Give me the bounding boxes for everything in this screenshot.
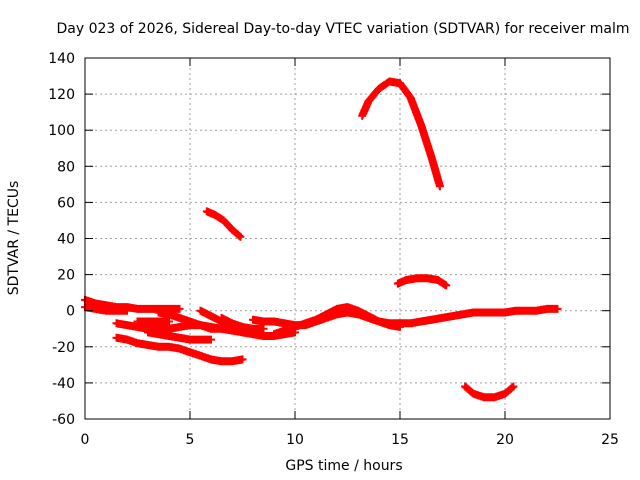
series-s5 (144, 328, 215, 344)
x-tick-label: 5 (186, 432, 195, 448)
x-tick-label: 0 (81, 432, 90, 448)
y-tick-label: -20 (52, 340, 75, 356)
y-tick-label: 80 (57, 159, 75, 175)
series-s4 (112, 333, 247, 366)
series-markers (112, 333, 247, 366)
series-s13 (358, 77, 444, 191)
x-tick-label: 20 (496, 432, 514, 448)
y-tick-label: 20 (57, 268, 75, 284)
series-s6 (154, 308, 236, 333)
series-markers (133, 317, 173, 326)
data-layer (81, 77, 562, 402)
x-axis-label: GPS time / hours (285, 458, 402, 474)
series-markers (358, 77, 444, 191)
y-tick-label: -60 (52, 412, 75, 428)
tick-layer: -60 -40 -20 0 20 40 60 80 100 120 140 0 5 10 15 20 25 (48, 51, 619, 448)
y-tick-label: 140 (48, 51, 75, 67)
series-s9 (217, 313, 268, 333)
y-tick-label: -40 (52, 376, 75, 392)
y-axis-label: SDTVAR / TECUs (6, 181, 22, 296)
x-tick-label: 10 (286, 432, 304, 448)
y-tick-label: 0 (66, 304, 75, 320)
series-s12 (270, 303, 404, 339)
y-tick-label: 60 (57, 195, 75, 211)
y-tick-label: 100 (48, 123, 75, 139)
series-markers (270, 303, 404, 339)
chart-title: Day 023 of 2026, Sidereal Day-to-day VTE… (57, 21, 630, 37)
y-tick-label: 120 (48, 87, 75, 103)
grid-layer (85, 58, 610, 419)
series-s7 (133, 317, 173, 326)
y-tick-label: 40 (57, 232, 75, 248)
series-markers (144, 328, 215, 344)
series-s14 (393, 274, 451, 290)
series-markers (154, 308, 236, 333)
series-markers (393, 274, 451, 290)
series-s10 (202, 207, 245, 241)
x-tick-label: 15 (391, 432, 409, 448)
series-s15 (461, 382, 518, 402)
series-markers (461, 382, 518, 402)
x-tick-label: 25 (601, 432, 619, 448)
series-markers (217, 313, 268, 333)
series-markers (202, 207, 245, 241)
